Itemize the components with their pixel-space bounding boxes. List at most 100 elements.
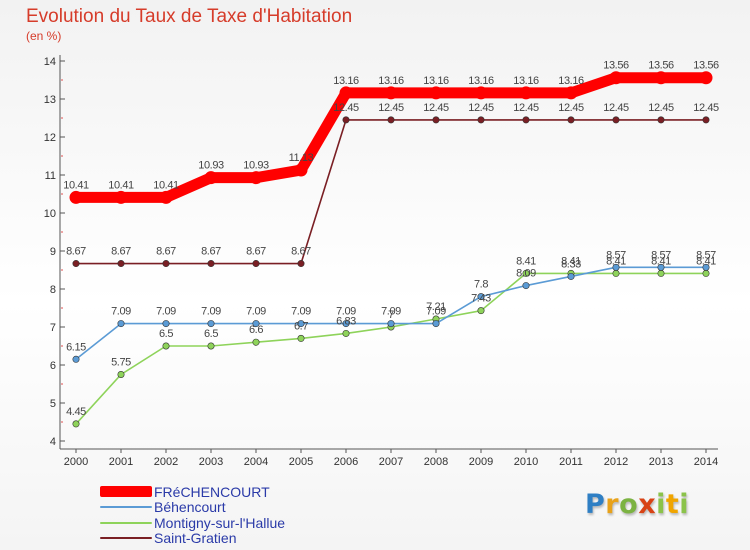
chart-title: Evolution du Taux de Taxe d'Habitation bbox=[26, 6, 353, 27]
series-point bbox=[297, 260, 305, 268]
series-point bbox=[567, 116, 575, 124]
series-point bbox=[612, 269, 620, 277]
x-tick-label: 2010 bbox=[514, 456, 538, 468]
data-label: 7.09 bbox=[111, 306, 131, 318]
y-tick-label: 6 bbox=[50, 360, 56, 372]
data-label: 8.41 bbox=[696, 255, 716, 267]
series-point bbox=[567, 272, 575, 280]
data-label: 13.56 bbox=[603, 60, 629, 72]
data-label: 7.09 bbox=[426, 306, 446, 318]
series-point bbox=[522, 282, 530, 290]
series-point bbox=[69, 190, 83, 204]
series-point bbox=[609, 71, 623, 85]
proxiti-logo: Proxiti bbox=[585, 489, 689, 520]
series-point bbox=[159, 190, 173, 204]
data-label: 8.41 bbox=[516, 255, 536, 267]
chart-subtitle: (en %) bbox=[26, 29, 62, 43]
data-label: 8.41 bbox=[651, 255, 671, 267]
series-point bbox=[702, 116, 710, 124]
x-tick-label: 2008 bbox=[424, 456, 448, 468]
data-label: 8.57 bbox=[651, 249, 671, 261]
data-label: 10.41 bbox=[63, 179, 89, 191]
x-tick-label: 2004 bbox=[244, 456, 268, 468]
series-point bbox=[474, 86, 488, 100]
series-point bbox=[387, 320, 395, 328]
chart-legend: FRéCHENCOURT Béhencourt Montigny-sur-l'Hal… bbox=[100, 484, 285, 546]
y-tick-label: 8 bbox=[50, 284, 56, 296]
series-point bbox=[657, 269, 665, 277]
series-point bbox=[522, 269, 530, 277]
legend-item: Saint-Gratien bbox=[100, 530, 285, 547]
data-label: 7.43 bbox=[471, 293, 491, 305]
logo-letter: t bbox=[665, 489, 680, 520]
series-point bbox=[612, 116, 620, 124]
data-label: 8.67 bbox=[201, 246, 221, 258]
logo-letter: r bbox=[605, 489, 620, 520]
legend-swatch bbox=[100, 521, 152, 524]
series-point bbox=[522, 116, 530, 124]
y-tick-label: 11 bbox=[45, 170, 56, 182]
data-label: 12.45 bbox=[468, 102, 494, 114]
data-label: 8.67 bbox=[111, 246, 131, 258]
x-tick-label: 2002 bbox=[154, 456, 178, 468]
legend-swatch bbox=[100, 506, 152, 509]
series-point bbox=[294, 163, 308, 177]
x-tick-label: 2012 bbox=[604, 456, 628, 468]
x-tick-label: 2014 bbox=[694, 456, 718, 468]
series-point bbox=[564, 86, 578, 100]
series-point bbox=[204, 171, 218, 185]
data-label: 12.45 bbox=[378, 102, 404, 114]
logo-letter: x bbox=[638, 489, 657, 520]
data-label: 8.57 bbox=[606, 249, 626, 261]
data-label: 12.45 bbox=[333, 102, 359, 114]
data-label: 12.45 bbox=[693, 102, 719, 114]
data-label: 7.09 bbox=[201, 306, 221, 318]
legend-item: FRéCHENCOURT bbox=[100, 484, 285, 500]
data-label: 10.93 bbox=[243, 160, 269, 172]
y-tick-label: 4 bbox=[50, 436, 56, 448]
data-label: 12.45 bbox=[513, 102, 539, 114]
series-point bbox=[249, 171, 263, 185]
legend-swatch bbox=[100, 486, 152, 498]
legend-label: Saint-Gratien bbox=[154, 530, 237, 547]
logo-letter: i bbox=[679, 489, 690, 520]
series-point bbox=[72, 260, 80, 268]
line-chart: 4 5 6 7 8 9 10 11 12 13 14 2000 2001 2002 2003 2004 2005… bbox=[44, 55, 719, 468]
series-point bbox=[384, 86, 398, 100]
series-point bbox=[387, 116, 395, 124]
logo-letter: i bbox=[656, 489, 666, 520]
series-point bbox=[72, 420, 80, 428]
data-label: 6.5 bbox=[204, 328, 218, 340]
series-point bbox=[207, 342, 215, 350]
series-point bbox=[477, 116, 485, 124]
y-tick-label: 10 bbox=[44, 208, 56, 220]
data-label: 8.41 bbox=[561, 255, 581, 267]
data-label: 5.75 bbox=[111, 357, 131, 369]
series-point bbox=[477, 293, 485, 301]
series-point bbox=[162, 342, 170, 350]
y-tick-label: 13 bbox=[44, 94, 56, 106]
data-label: 8.67 bbox=[156, 246, 176, 258]
series-point bbox=[117, 260, 125, 268]
series-point bbox=[699, 71, 713, 85]
legend-label: Béhencourt bbox=[154, 499, 226, 516]
data-label: 4.45 bbox=[66, 406, 86, 418]
data-label: 13.16 bbox=[333, 75, 359, 87]
data-label: 10.41 bbox=[108, 179, 134, 191]
legend-label: FRéCHENCOURT bbox=[154, 483, 270, 500]
data-label: 6.6 bbox=[249, 324, 263, 336]
x-tick-label: 2011 bbox=[559, 456, 583, 468]
data-label: 12.45 bbox=[558, 102, 584, 114]
y-tick-label: 9 bbox=[50, 246, 56, 258]
data-label: 8.67 bbox=[66, 246, 86, 258]
series-point bbox=[114, 190, 128, 204]
data-label: 8.57 bbox=[696, 249, 716, 261]
series-point bbox=[252, 320, 260, 328]
data-label: 6.83 bbox=[336, 315, 356, 327]
data-label: 13.16 bbox=[378, 75, 404, 87]
data-label: 8.09 bbox=[516, 268, 536, 280]
data-label: 7.8 bbox=[474, 279, 488, 291]
x-tick-label: 2009 bbox=[469, 456, 493, 468]
data-label: 6.7 bbox=[294, 320, 308, 332]
data-label: 13.16 bbox=[513, 75, 539, 87]
